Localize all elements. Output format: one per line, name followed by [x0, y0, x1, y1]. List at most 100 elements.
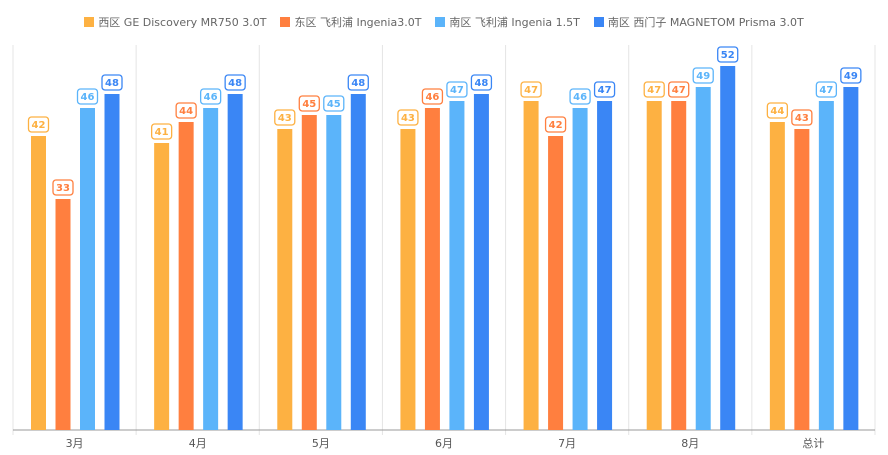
data-label: 48 — [474, 78, 488, 89]
data-label-box — [840, 67, 862, 84]
data-label-box — [175, 102, 197, 119]
x-tick-label: 3月 — [66, 437, 84, 450]
bar — [104, 94, 120, 430]
data-label-box — [199, 88, 222, 105]
data-label: 49 — [844, 71, 858, 82]
data-label: 47 — [647, 85, 661, 96]
data-label: 46 — [81, 92, 95, 103]
x-tick-label: 7月 — [558, 437, 576, 450]
data-label: 49 — [696, 71, 710, 82]
legend-swatch — [435, 17, 446, 27]
data-label: 42 — [32, 120, 46, 131]
data-label: 47 — [450, 85, 464, 96]
data-label: 43 — [278, 113, 292, 124]
legend-label: 东区 飞利浦 Ingenia3.0T — [294, 16, 422, 29]
bar — [769, 122, 785, 430]
bar — [326, 115, 342, 430]
legend-swatch — [84, 17, 95, 27]
data-label: 48 — [228, 78, 242, 89]
data-label: 45 — [327, 99, 341, 110]
data-label-box — [323, 95, 345, 112]
data-label-box — [717, 46, 739, 63]
data-label: 44 — [770, 106, 784, 117]
data-label-box — [668, 81, 690, 98]
bar — [818, 101, 834, 430]
data-label-box — [224, 74, 246, 91]
legend-label: 南区 西门子 MAGNETOM Prisma 3.0T — [607, 16, 804, 29]
data-label: 48 — [105, 78, 119, 89]
data-label-box — [397, 109, 419, 126]
legend-item-south-siemens[interactable]: 南区 西门子 MAGNETOM Prisma 3.0T — [593, 14, 804, 30]
data-label: 47 — [672, 85, 686, 96]
data-label-box — [815, 81, 838, 98]
data-label-box — [692, 67, 714, 84]
data-label: 47 — [524, 85, 538, 96]
data-label-box — [101, 74, 123, 91]
data-label-box — [643, 81, 665, 98]
bar — [695, 87, 711, 430]
data-label-box — [150, 123, 173, 140]
bar — [154, 143, 170, 430]
legend-swatch — [593, 17, 604, 27]
legend-item-east-philips[interactable]: 东区 飞利浦 Ingenia3.0T — [280, 14, 421, 30]
data-label-box — [470, 74, 493, 91]
legend-item-south-philips[interactable]: 南区 飞利浦 Ingenia 1.5T — [435, 14, 580, 30]
bar — [473, 94, 489, 430]
data-label: 52 — [721, 50, 735, 61]
legend-label: 南区 飞利浦 Ingenia 1.5T — [449, 16, 580, 29]
data-label-box — [569, 88, 591, 105]
data-label-box — [421, 88, 444, 105]
data-label-box — [298, 95, 320, 112]
bar — [31, 136, 46, 430]
x-tick-label: 8月 — [681, 437, 699, 450]
bar — [572, 108, 588, 430]
bar — [277, 129, 293, 430]
data-label: 48 — [351, 78, 365, 89]
data-label: 47 — [819, 85, 833, 96]
x-tick-label: 5月 — [312, 437, 330, 450]
bar — [301, 115, 317, 430]
x-tick-label: 总计 — [802, 436, 824, 450]
data-label-box — [593, 81, 616, 98]
bar — [794, 129, 810, 430]
data-label: 43 — [401, 113, 415, 124]
data-label: 33 — [56, 183, 70, 194]
legend-label: 西区 GE Discovery MR750 3.0T — [98, 16, 267, 29]
data-label-box — [520, 81, 542, 98]
bar — [424, 108, 440, 430]
bar — [671, 101, 687, 430]
data-label: 45 — [302, 99, 316, 110]
data-label: 47 — [598, 85, 612, 96]
data-label-box — [347, 74, 369, 91]
bar — [350, 94, 366, 430]
data-label-box — [27, 116, 50, 133]
bar — [597, 101, 613, 430]
x-tick-label: 4月 — [189, 437, 207, 450]
legend-item-west-ge[interactable]: 西区 GE Discovery MR750 3.0T — [84, 14, 266, 30]
data-label: 41 — [155, 127, 169, 138]
data-label-box — [791, 109, 813, 126]
data-label-box — [446, 81, 468, 98]
bar — [449, 101, 465, 430]
data-label-box — [76, 88, 99, 105]
bar — [203, 108, 219, 430]
data-label: 42 — [549, 120, 563, 131]
bar — [843, 87, 859, 430]
data-label: 46 — [425, 92, 439, 103]
data-label-box — [274, 109, 296, 126]
x-tick-label: 6月 — [435, 437, 453, 450]
bar — [646, 101, 662, 430]
bar — [720, 66, 736, 430]
data-label: 46 — [573, 92, 587, 103]
bar — [400, 129, 416, 430]
bar — [80, 108, 95, 430]
legend: 西区 GE Discovery MR750 3.0T 东区 飞利浦 Ingeni… — [0, 14, 888, 30]
bar — [227, 94, 243, 430]
data-label-box — [52, 179, 74, 196]
data-label: 46 — [204, 92, 218, 103]
bar — [548, 136, 564, 430]
data-label: 44 — [179, 106, 193, 117]
bar — [178, 122, 194, 430]
